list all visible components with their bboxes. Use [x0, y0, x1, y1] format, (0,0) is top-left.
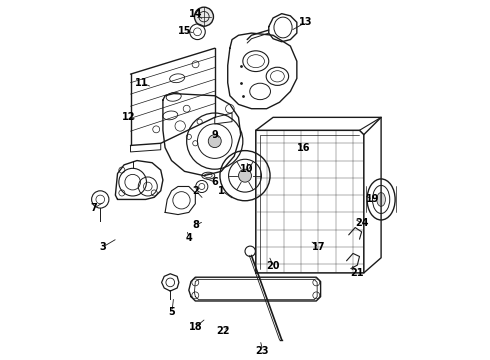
Text: 4: 4	[185, 233, 192, 243]
Text: 2: 2	[192, 186, 198, 196]
Text: 17: 17	[312, 242, 325, 252]
Text: 18: 18	[189, 322, 202, 332]
Text: 24: 24	[355, 218, 368, 228]
Text: 5: 5	[168, 307, 175, 317]
Text: 8: 8	[192, 220, 199, 230]
Circle shape	[208, 135, 221, 148]
Text: 13: 13	[299, 17, 312, 27]
Text: 20: 20	[267, 261, 280, 271]
Text: 7: 7	[90, 203, 97, 213]
Text: 21: 21	[350, 268, 364, 278]
Text: 14: 14	[189, 9, 202, 19]
Ellipse shape	[377, 193, 386, 206]
Text: 6: 6	[211, 177, 218, 187]
Text: 10: 10	[241, 164, 254, 174]
Text: 16: 16	[296, 143, 310, 153]
Text: 11: 11	[135, 78, 148, 88]
Text: 1: 1	[218, 186, 224, 196]
Text: 15: 15	[178, 26, 191, 36]
Text: 9: 9	[211, 130, 218, 140]
Circle shape	[195, 7, 214, 26]
Text: 19: 19	[366, 194, 379, 204]
Text: 23: 23	[255, 346, 269, 356]
Text: 3: 3	[99, 242, 106, 252]
Text: 12: 12	[122, 112, 135, 122]
Circle shape	[239, 169, 251, 182]
Text: 22: 22	[217, 326, 230, 336]
